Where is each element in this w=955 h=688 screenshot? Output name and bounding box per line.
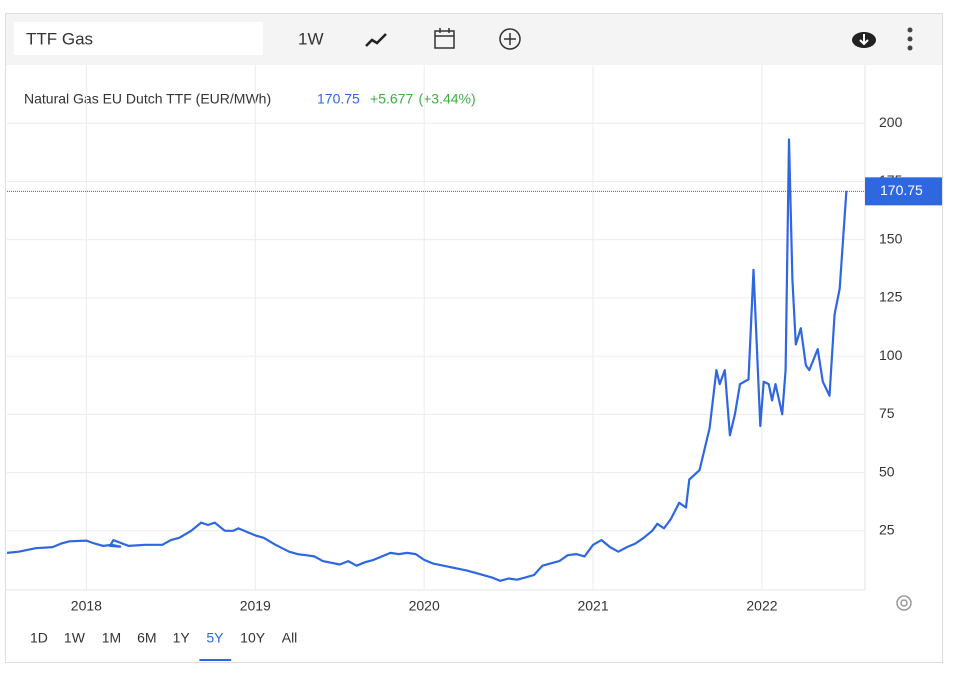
x-tick-label: 2019 [240, 598, 271, 614]
range-button[interactable]: 1M [102, 630, 121, 646]
chart-title: Natural Gas EU Dutch TTF (EUR/MWh) [24, 91, 271, 107]
y-tick-label: 200 [879, 114, 903, 130]
y-tick-label: 125 [879, 289, 903, 305]
x-tick-label: 2021 [577, 598, 608, 614]
y-tick-label: 100 [879, 347, 903, 363]
change: +5.677 [370, 91, 413, 107]
y-tick-label: 75 [879, 405, 895, 421]
chart-type-icon[interactable] [365, 33, 387, 47]
price-line [6, 138, 848, 582]
search-text: TTF Gas [26, 29, 93, 48]
range-button[interactable]: 1D [30, 630, 48, 646]
range-button[interactable]: 10Y [240, 630, 266, 646]
y-tick-label: 150 [879, 230, 903, 246]
download-icon[interactable] [852, 32, 876, 48]
last-value-box [865, 177, 942, 206]
range-button[interactable]: 1Y [173, 630, 191, 646]
range-button[interactable]: 6M [137, 630, 156, 646]
x-tick-label: 2018 [71, 598, 102, 614]
range-button[interactable]: All [282, 630, 298, 646]
x-tick-label: 2022 [746, 598, 777, 614]
search-box[interactable] [14, 22, 263, 55]
range-button[interactable]: 1W [64, 630, 86, 646]
add-icon[interactable] [499, 28, 521, 50]
calendar-icon[interactable] [434, 28, 455, 49]
y-tick-label: 25 [879, 521, 895, 537]
last-value: 170.75 [317, 91, 360, 107]
change-percent: (+3.44%) [418, 91, 475, 107]
last-value-label: 170.75 [880, 182, 923, 198]
range-button[interactable]: 5Y [206, 630, 224, 646]
y-tick-label: 50 [879, 463, 895, 479]
menu-icon[interactable] [907, 27, 913, 51]
x-tick-label: 2020 [409, 598, 440, 614]
settings-icon[interactable] [896, 595, 912, 611]
interval-button[interactable]: 1W [298, 29, 324, 48]
